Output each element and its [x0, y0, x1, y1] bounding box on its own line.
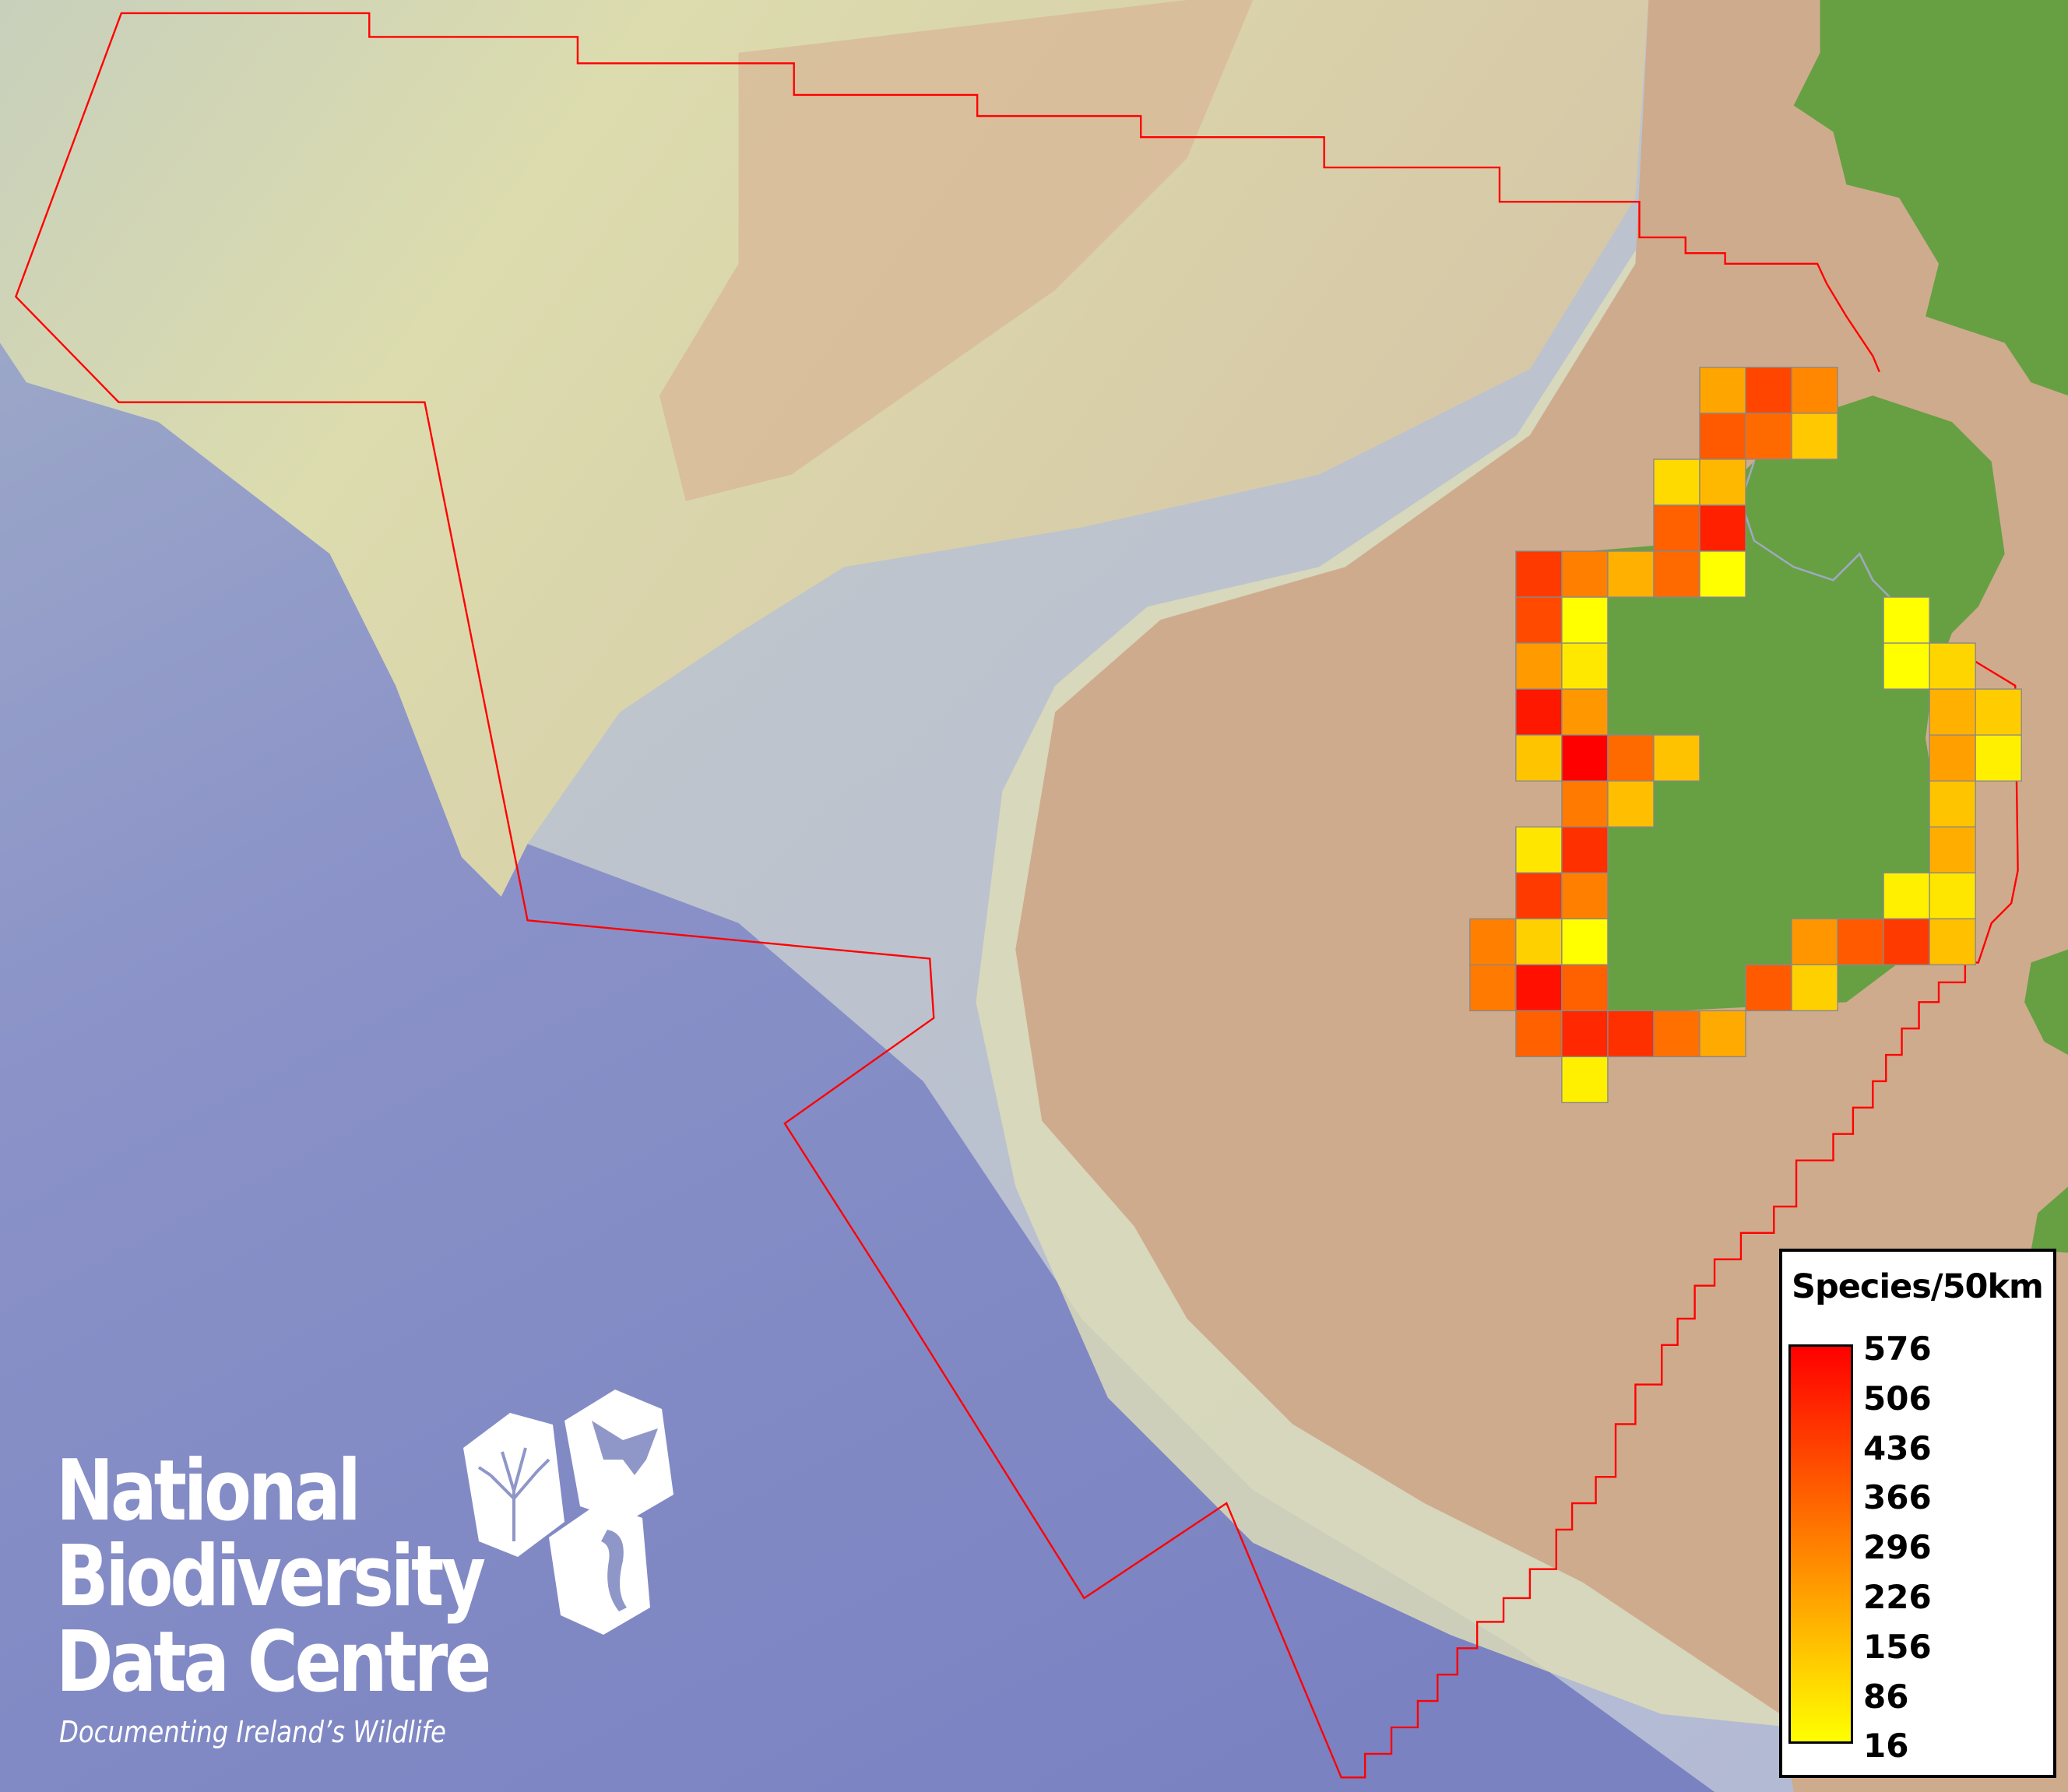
legend-tick-label: 576: [1863, 1330, 1932, 1368]
grid-cell[interactable]: [1883, 872, 1930, 919]
grid-cell[interactable]: [1515, 642, 1563, 690]
land-wales: [2024, 949, 2068, 1056]
logo-hexagons: [463, 1390, 674, 1635]
grid-cell[interactable]: [1653, 734, 1700, 782]
logo-line-2: Biodiversity: [56, 1528, 486, 1625]
grid-cell[interactable]: [1515, 734, 1563, 782]
legend-tick-label: 436: [1863, 1428, 1932, 1467]
grid-cell[interactable]: [1929, 872, 1976, 919]
grid-cell[interactable]: [1561, 1056, 1609, 1104]
grid-cell[interactable]: [1929, 918, 1976, 966]
grid-cell[interactable]: [1607, 734, 1655, 782]
legend-tick-label: 506: [1863, 1379, 1932, 1418]
land-cornwall: [2031, 1186, 2068, 1253]
grid-cell[interactable]: [1791, 964, 1838, 1012]
grid-cell[interactable]: [1883, 596, 1930, 644]
grid-cell[interactable]: [1561, 918, 1609, 966]
grid-cell[interactable]: [1515, 964, 1563, 1012]
grid-cell[interactable]: [1561, 826, 1609, 873]
grid-cell[interactable]: [1699, 1010, 1746, 1058]
grid-cell[interactable]: [1699, 550, 1746, 598]
species-grid: [1469, 367, 2022, 1104]
grid-cell[interactable]: [1653, 504, 1700, 552]
legend: Species/50km 576 506 436 366 296 226 156 86 16: [1779, 1249, 2056, 1778]
grid-cell[interactable]: [1745, 367, 1792, 414]
logo-tagline: Documenting Ireland’s Wildlife: [59, 1715, 446, 1749]
grid-cell[interactable]: [1515, 826, 1563, 873]
grid-cell[interactable]: [1607, 550, 1655, 598]
upper-tan-ridge: [659, 0, 1254, 501]
grid-cell[interactable]: [1929, 688, 1976, 736]
grid-cell[interactable]: [1561, 780, 1609, 827]
legend-color-ramp: [1788, 1344, 1853, 1744]
grid-cell[interactable]: [1469, 918, 1517, 966]
legend-tick-label: 366: [1863, 1478, 1932, 1517]
grid-cell[interactable]: [1699, 504, 1746, 552]
grid-cell[interactable]: [1791, 367, 1838, 414]
grid-cell[interactable]: [1561, 872, 1609, 919]
grid-cell[interactable]: [1607, 1010, 1655, 1058]
logo-line-1: National: [56, 1442, 361, 1540]
grid-cell[interactable]: [1699, 459, 1746, 506]
grid-cell[interactable]: [1561, 596, 1609, 644]
land-scotland: [1793, 0, 2068, 396]
logo-line-3: Data Centre: [56, 1614, 491, 1711]
grid-cell[interactable]: [1561, 550, 1609, 598]
grid-cell[interactable]: [1561, 688, 1609, 736]
grid-cell[interactable]: [1515, 550, 1563, 598]
grid-cell[interactable]: [1975, 734, 2022, 782]
grid-cell[interactable]: [1515, 872, 1563, 919]
legend-tick-label: 226: [1863, 1578, 1932, 1616]
grid-cell[interactable]: [1837, 918, 1884, 966]
grid-cell[interactable]: [1653, 550, 1700, 598]
exclusive-zone-boundary: [14, 12, 2019, 1779]
grid-cell[interactable]: [1791, 413, 1838, 460]
grid-cell[interactable]: [1745, 964, 1792, 1012]
seahorse-icon: [549, 1502, 650, 1635]
grid-cell[interactable]: [1929, 780, 1976, 827]
grid-cell[interactable]: [1653, 1010, 1700, 1058]
grid-cell[interactable]: [1699, 367, 1746, 414]
grid-cell[interactable]: [1607, 780, 1655, 827]
legend-tick-label: 296: [1863, 1528, 1932, 1567]
grid-cell[interactable]: [1883, 642, 1930, 690]
grid-cell[interactable]: [1929, 642, 1976, 690]
grid-cell[interactable]: [1515, 688, 1563, 736]
grid-cell[interactable]: [1469, 964, 1517, 1012]
grid-cell[interactable]: [1515, 596, 1563, 644]
grid-cell[interactable]: [1515, 918, 1563, 966]
grid-cell[interactable]: [1975, 688, 2022, 736]
grid-cell[interactable]: [1929, 734, 1976, 782]
grid-cell[interactable]: [1561, 964, 1609, 1012]
grid-cell[interactable]: [1561, 642, 1609, 690]
legend-title: Species/50km: [1792, 1267, 2044, 1306]
grid-cell[interactable]: [1929, 826, 1976, 873]
legend-tick-label: 156: [1863, 1627, 1932, 1666]
legend-tick-label: 16: [1863, 1727, 1909, 1766]
grid-cell[interactable]: [1561, 734, 1609, 782]
tree-icon: [463, 1413, 564, 1557]
grid-cell[interactable]: [1561, 1010, 1609, 1058]
grid-cell[interactable]: [1653, 459, 1700, 506]
grid-cell[interactable]: [1791, 918, 1838, 966]
legend-tick-label: 86: [1863, 1677, 1909, 1716]
grid-cell[interactable]: [1745, 413, 1792, 460]
butterfly-icon: [564, 1390, 674, 1522]
grid-cell[interactable]: [1883, 918, 1930, 966]
grid-cell[interactable]: [1515, 1010, 1563, 1058]
grid-cell[interactable]: [1699, 413, 1746, 460]
